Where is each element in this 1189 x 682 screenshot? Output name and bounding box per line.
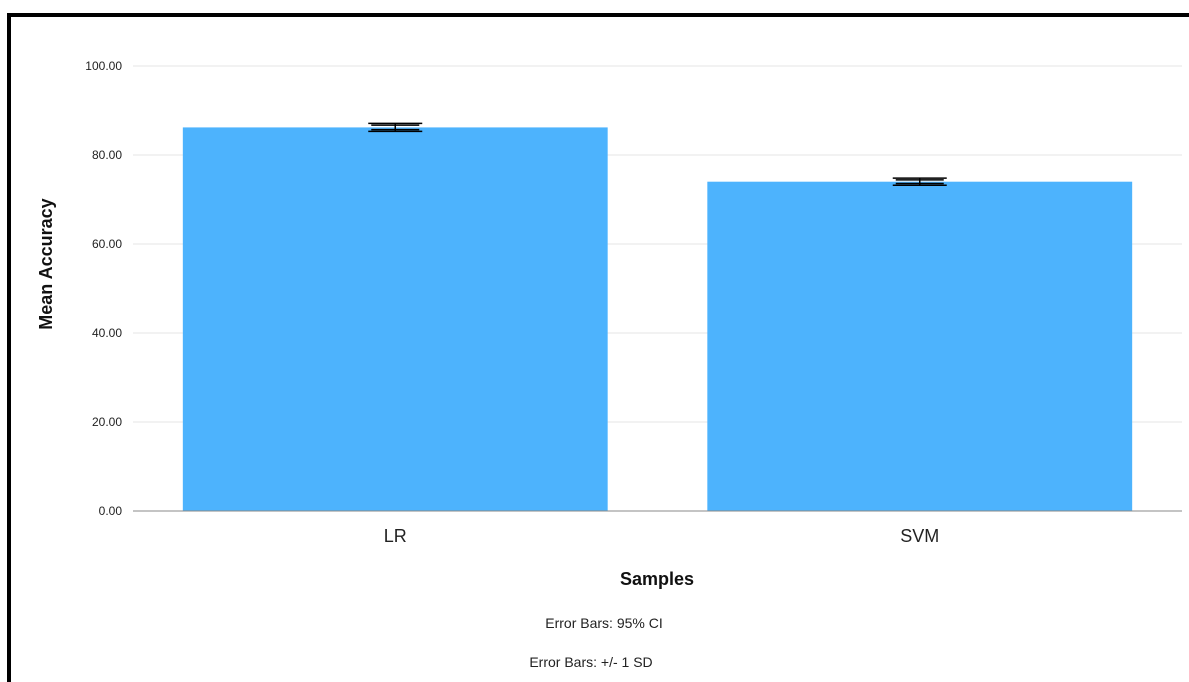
y-tick-label: 20.00 bbox=[92, 415, 122, 429]
error-bars-sd-note: Error Bars: +/- 1 SD bbox=[529, 654, 652, 670]
y-tick-labels: 0.00 20.00 40.00 60.00 80.00 100.00 bbox=[85, 59, 122, 518]
bar-lr bbox=[182, 127, 608, 511]
x-tick-label: SVM bbox=[900, 526, 939, 546]
y-tick-label: 80.00 bbox=[92, 148, 122, 162]
y-tick-label: 40.00 bbox=[92, 326, 122, 340]
bar-svm bbox=[707, 181, 1133, 511]
x-tick-label: LR bbox=[384, 526, 407, 546]
x-tick-labels: LR SVM bbox=[384, 526, 940, 546]
bars bbox=[182, 127, 1133, 511]
x-axis-title: Samples bbox=[620, 569, 694, 589]
y-tick-label: 60.00 bbox=[92, 237, 122, 251]
error-bars-ci-note: Error Bars: 95% CI bbox=[545, 615, 662, 631]
y-tick-label: 100.00 bbox=[85, 59, 122, 73]
error-bars bbox=[368, 122, 947, 187]
y-tick-label: 0.00 bbox=[99, 504, 123, 518]
y-axis-title: Mean Accuracy bbox=[36, 198, 56, 329]
